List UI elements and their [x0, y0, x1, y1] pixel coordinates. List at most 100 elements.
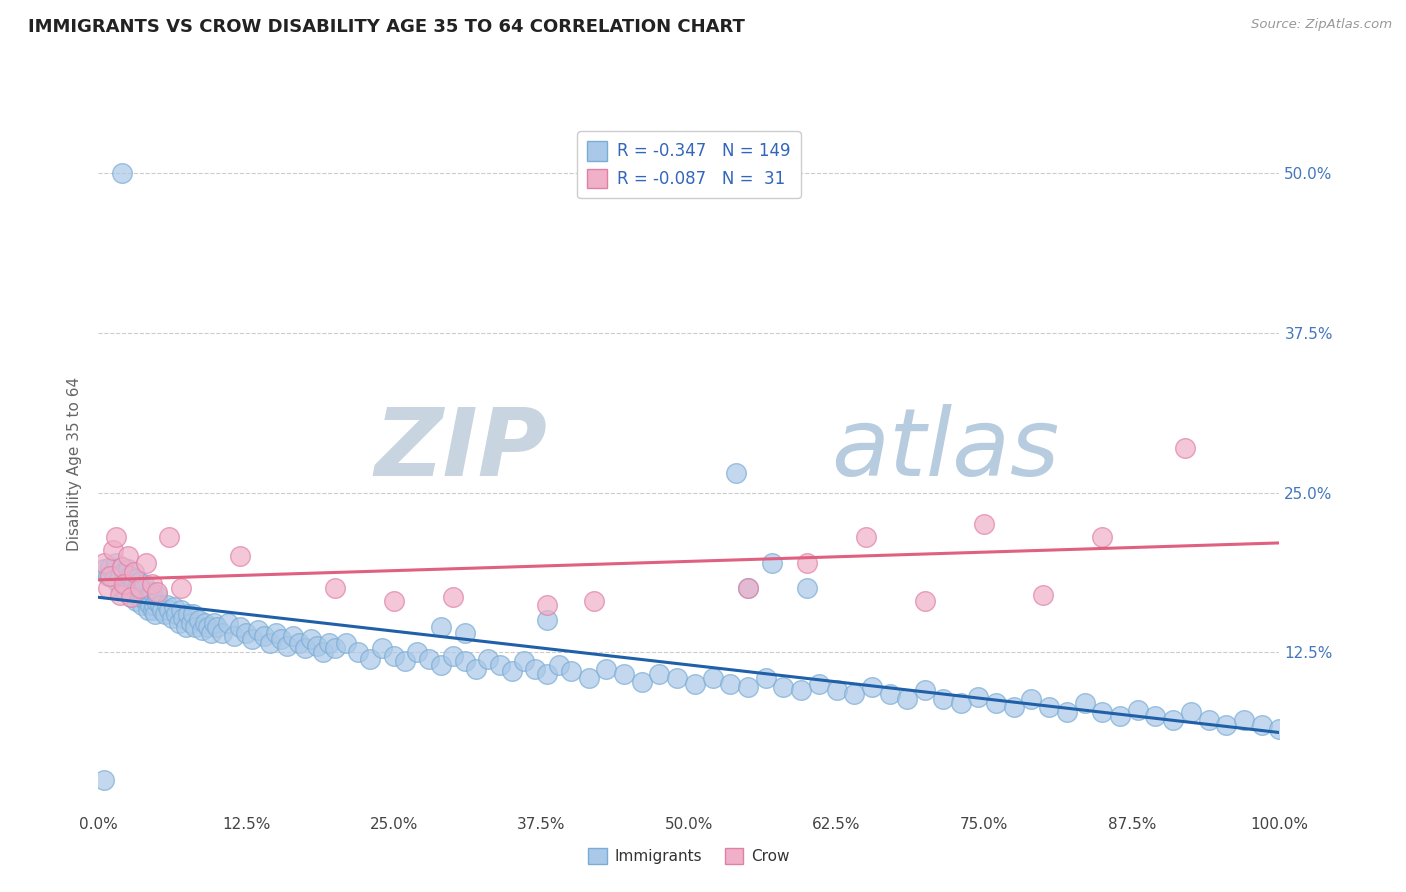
- Point: [167, 615, 190, 630]
- Point: [125, 594, 148, 608]
- Point: [132, 588, 155, 602]
- Point: [1174, 441, 1197, 455]
- Point: [135, 594, 157, 608]
- Point: [648, 666, 671, 681]
- Point: [430, 657, 453, 672]
- Point: [153, 607, 176, 621]
- Point: [718, 677, 741, 691]
- Point: [121, 577, 143, 591]
- Point: [235, 626, 257, 640]
- Point: [967, 690, 990, 704]
- Point: [441, 648, 464, 663]
- Point: [128, 574, 150, 589]
- Point: [172, 610, 194, 624]
- Point: [1215, 718, 1237, 732]
- Point: [160, 610, 183, 624]
- Point: [121, 591, 143, 605]
- Point: [382, 594, 405, 608]
- Point: [131, 598, 153, 612]
- Point: [174, 619, 197, 633]
- Point: [136, 603, 159, 617]
- Point: [141, 585, 163, 599]
- Point: [536, 666, 558, 681]
- Point: [143, 607, 166, 621]
- Point: [187, 613, 209, 627]
- Point: [108, 568, 131, 582]
- Point: [305, 639, 328, 653]
- Point: [1126, 703, 1149, 717]
- Point: [1021, 692, 1043, 706]
- Point: [112, 577, 135, 591]
- Point: [129, 585, 152, 599]
- Point: [465, 662, 488, 676]
- Point: [229, 619, 252, 633]
- Point: [1056, 705, 1078, 719]
- Point: [896, 692, 918, 706]
- Point: [1032, 588, 1054, 602]
- Point: [128, 582, 150, 596]
- Point: [191, 624, 214, 638]
- Text: ZIP: ZIP: [374, 404, 547, 496]
- Point: [630, 674, 652, 689]
- Point: [1180, 705, 1202, 719]
- Point: [578, 671, 600, 685]
- Point: [156, 598, 179, 612]
- Point: [264, 626, 287, 640]
- Point: [666, 671, 689, 685]
- Point: [772, 680, 794, 694]
- Point: [177, 607, 200, 621]
- Point: [536, 613, 558, 627]
- Point: [105, 556, 128, 570]
- Point: [108, 588, 131, 602]
- Point: [124, 585, 146, 599]
- Point: [104, 571, 127, 585]
- Point: [312, 645, 335, 659]
- Point: [122, 565, 145, 579]
- Point: [1161, 713, 1184, 727]
- Point: [761, 556, 783, 570]
- Point: [111, 166, 134, 180]
- Point: [163, 600, 186, 615]
- Point: [1233, 713, 1256, 727]
- Point: [128, 591, 150, 605]
- Point: [217, 615, 239, 630]
- Point: [1250, 718, 1272, 732]
- Point: [879, 687, 901, 701]
- Point: [105, 574, 128, 589]
- Point: [197, 619, 219, 633]
- Point: [560, 665, 582, 679]
- Text: IMMIGRANTS VS CROW DISABILITY AGE 35 TO 64 CORRELATION CHART: IMMIGRANTS VS CROW DISABILITY AGE 35 TO …: [28, 18, 745, 36]
- Point: [117, 562, 139, 576]
- Point: [347, 645, 370, 659]
- Point: [932, 692, 955, 706]
- Point: [184, 619, 207, 633]
- Point: [501, 665, 523, 679]
- Point: [1002, 700, 1025, 714]
- Point: [105, 530, 128, 544]
- Point: [211, 626, 233, 640]
- Point: [270, 632, 292, 647]
- Point: [844, 687, 866, 701]
- Point: [796, 582, 818, 596]
- Point: [755, 671, 778, 685]
- Point: [737, 582, 759, 596]
- Point: [512, 654, 534, 668]
- Point: [114, 585, 136, 599]
- Point: [335, 636, 357, 650]
- Point: [122, 573, 145, 587]
- Point: [382, 648, 405, 663]
- Point: [984, 696, 1007, 710]
- Point: [276, 639, 298, 653]
- Point: [973, 517, 995, 532]
- Legend: Immigrants, Crow: Immigrants, Crow: [582, 842, 796, 871]
- Point: [524, 662, 547, 676]
- Point: [323, 641, 346, 656]
- Point: [194, 615, 217, 630]
- Point: [453, 626, 475, 640]
- Point: [181, 607, 204, 621]
- Point: [855, 530, 877, 544]
- Point: [418, 651, 440, 665]
- Point: [477, 651, 499, 665]
- Point: [318, 636, 340, 650]
- Point: [97, 582, 120, 596]
